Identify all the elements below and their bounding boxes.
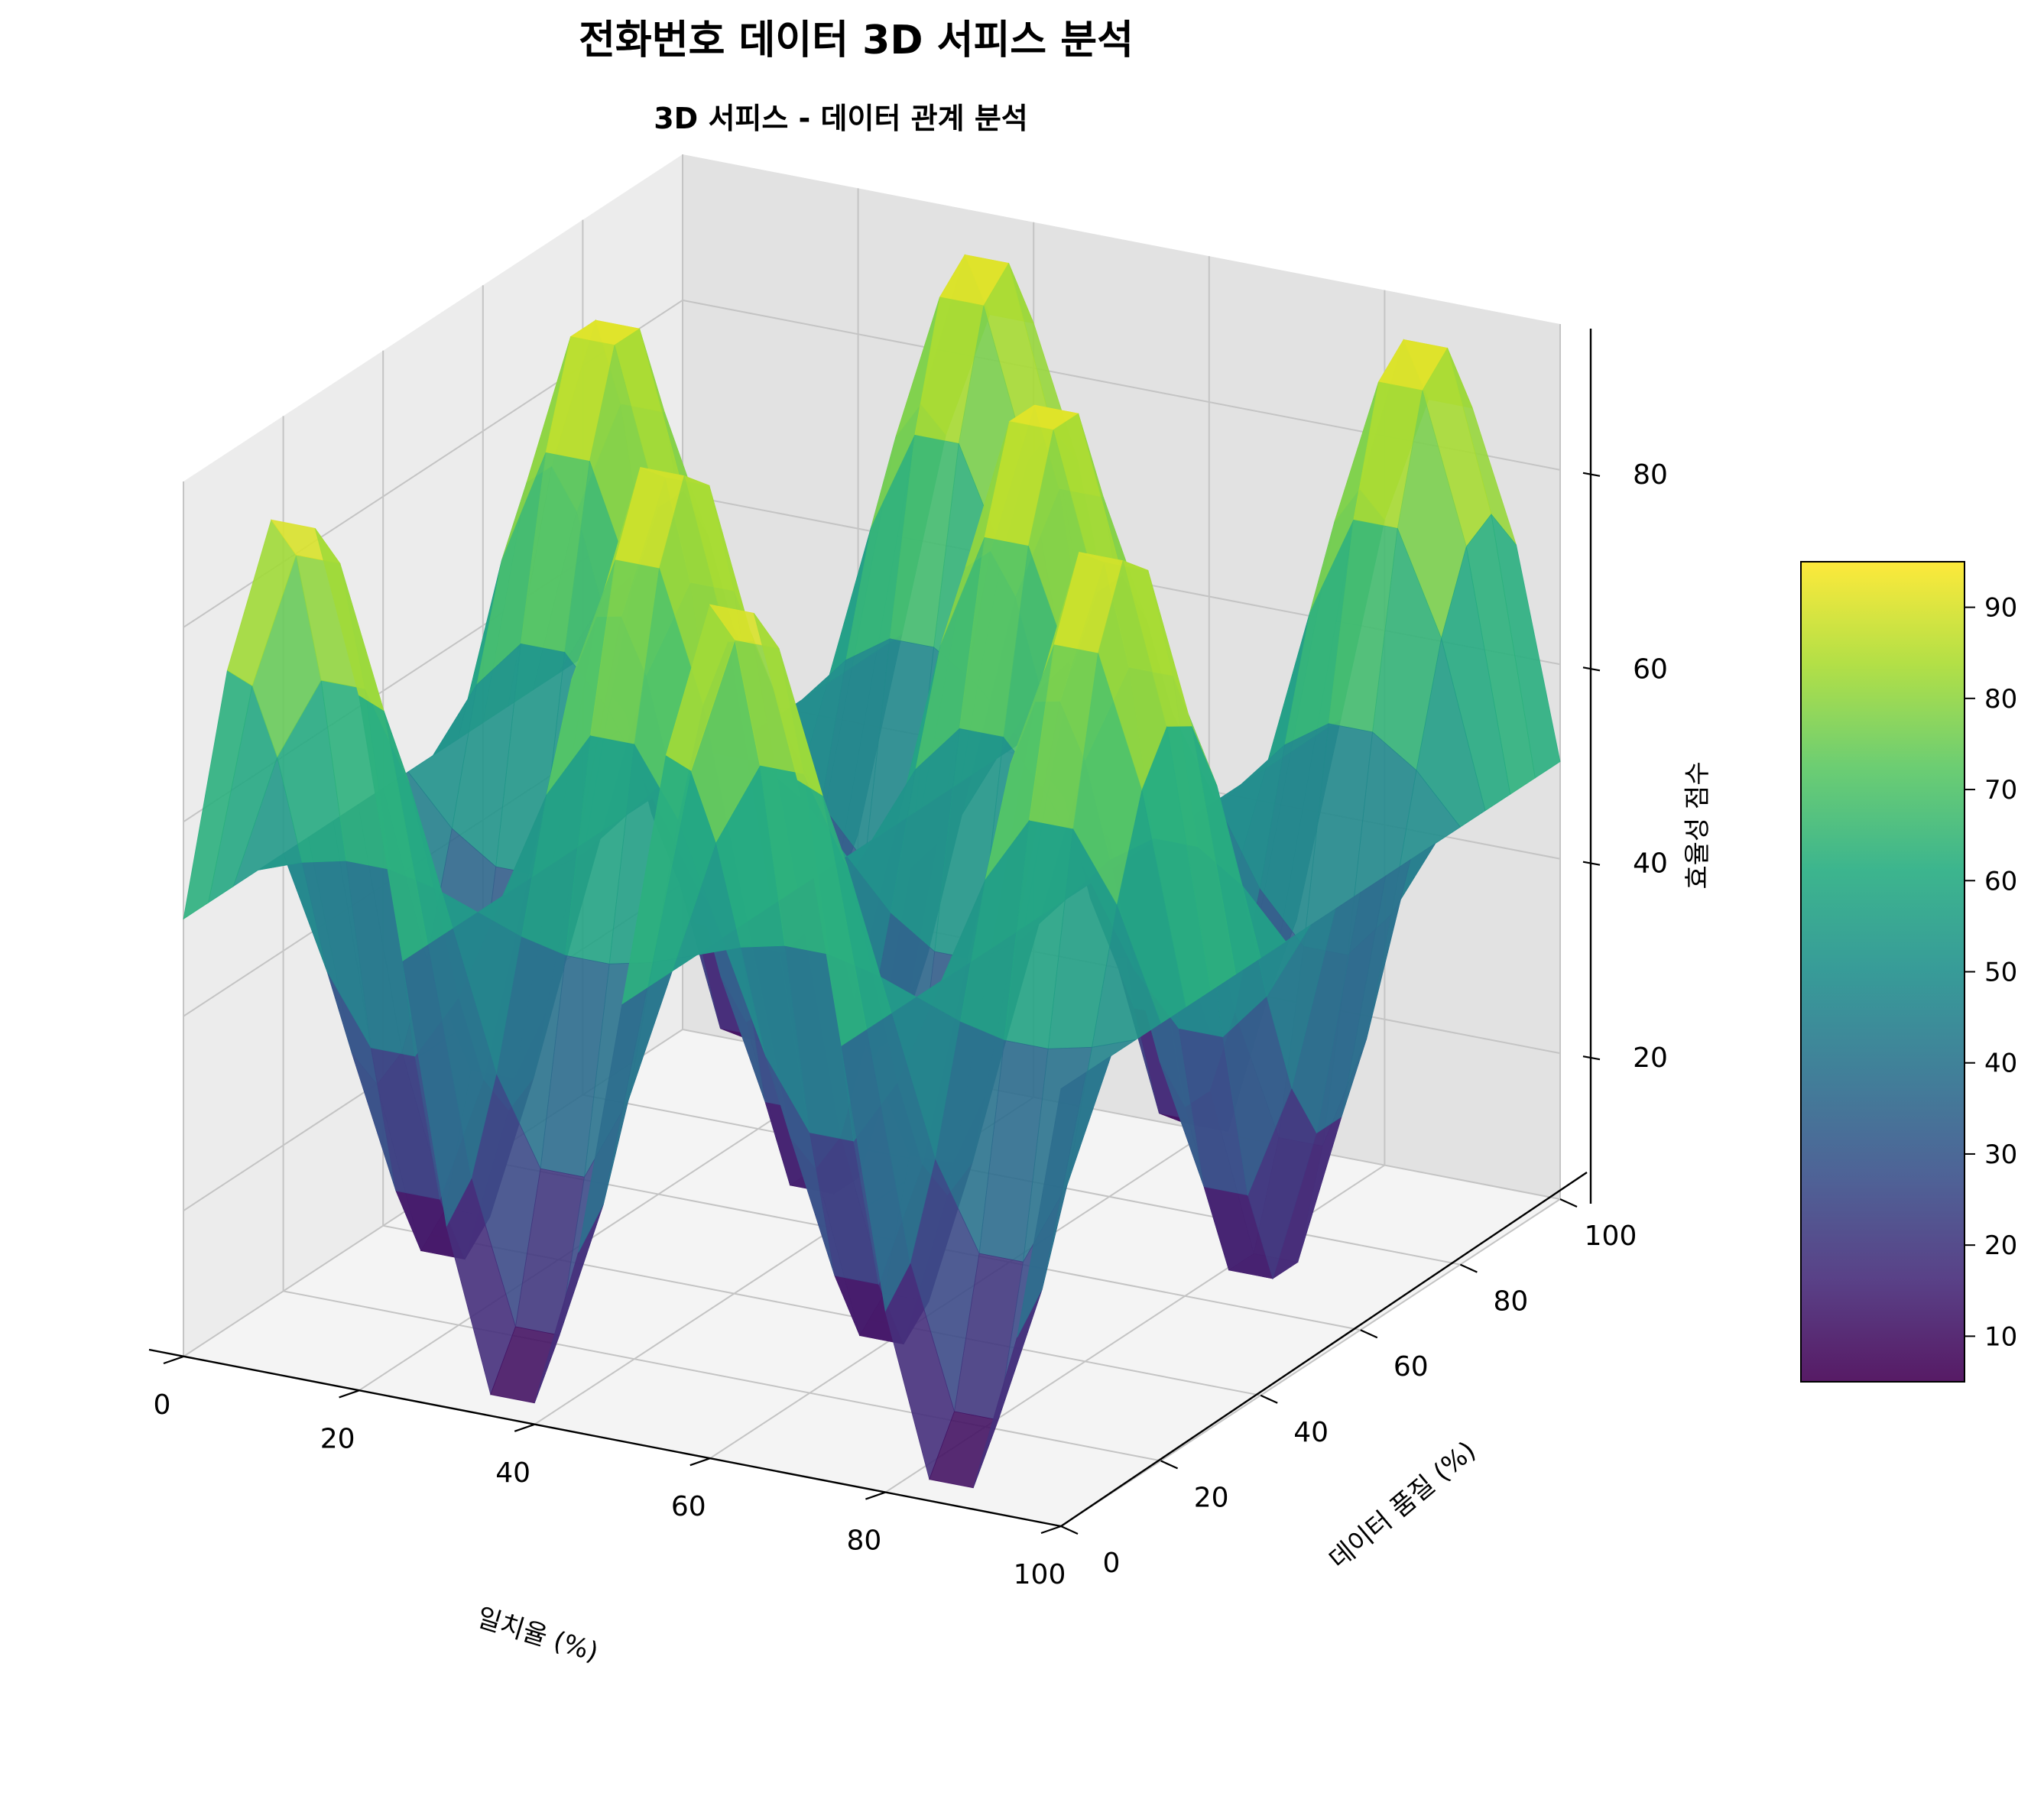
- y-tick-mark: [1459, 1263, 1478, 1273]
- y-tick-label: 80: [1493, 1286, 1528, 1318]
- x-tick-label: 60: [671, 1491, 706, 1522]
- x-tick-label: 80: [846, 1525, 881, 1557]
- y-tick-mark: [1559, 1198, 1578, 1208]
- y-tick-mark: [1260, 1394, 1278, 1404]
- x-tick-mark: [339, 1389, 359, 1399]
- colorbar-tick-label: 90: [1984, 593, 2017, 624]
- colorbar-tick-label: 20: [1984, 1230, 2017, 1261]
- colorbar-tick-label: 30: [1984, 1140, 2017, 1170]
- x-axis-label: 일치율 (%): [473, 1602, 602, 1668]
- x-tick-label: 100: [1014, 1559, 1066, 1590]
- x-tick-mark: [163, 1355, 184, 1365]
- x-axis-line: [148, 1348, 1062, 1528]
- z-tick-label: 60: [1633, 653, 1668, 685]
- y-tick-label: 20: [1194, 1482, 1229, 1513]
- colorbar-ticks: 10 20 30 40 50 60 70 80 90: [1965, 593, 2017, 1352]
- x-tick-mark: [865, 1491, 886, 1500]
- surface-plot: [183, 254, 1561, 1489]
- x-axis-ticks: 0 20 40 60 80 100: [154, 1355, 1066, 1590]
- grid-line-y-floor: [283, 1290, 1161, 1462]
- z-tick-mark: [1582, 472, 1601, 477]
- chart-subtitle: 3D 서피스 - 데이터 관계 분석: [654, 102, 1028, 135]
- y-axis-label: 데이터 품질 (%): [1323, 1435, 1481, 1575]
- x-tick-mark: [689, 1457, 711, 1467]
- z-tick-mark: [1582, 861, 1601, 866]
- y-tick-label: 60: [1393, 1351, 1429, 1383]
- colorbar: 10 20 30 40 50 60 70 80 90: [1800, 561, 2017, 1383]
- z-tick-mark: [1582, 666, 1601, 672]
- y-tick-mark: [1360, 1329, 1378, 1339]
- y-tick-mark: [1060, 1525, 1079, 1535]
- colorbar-fill: [1800, 561, 1965, 1383]
- y-axis-line: [1060, 1172, 1588, 1527]
- grid-line-x-floor: [1060, 1198, 1561, 1527]
- z-axis-label: 효율성 점수: [1682, 761, 1713, 889]
- chart-title: 전화번호 데이터 3D 서피스 분석: [579, 18, 1134, 63]
- z-tick-label: 40: [1633, 848, 1668, 880]
- z-tick-mark: [1582, 1055, 1601, 1061]
- y-tick-mark: [1160, 1460, 1179, 1470]
- y-axis-ticks: 0 20 40 60 80 100: [1060, 1198, 1637, 1579]
- z-axis-ticks: 20 40 60 80: [1582, 459, 1668, 1074]
- surface-facet: [1017, 1071, 1087, 1338]
- z-tick-label: 20: [1633, 1042, 1668, 1074]
- colorbar-tick-label: 10: [1984, 1321, 2017, 1352]
- z-tick-label: 80: [1633, 459, 1668, 491]
- colorbar-tick-label: 50: [1984, 958, 2017, 988]
- x-tick-label: 0: [154, 1389, 171, 1421]
- colorbar-tick-label: 60: [1984, 866, 2017, 896]
- colorbar-tick-label: 40: [1984, 1049, 2017, 1079]
- x-tick-label: 40: [495, 1457, 530, 1489]
- y-tick-label: 40: [1293, 1417, 1329, 1448]
- colorbar-tick-label: 70: [1984, 775, 2017, 806]
- x-tick-mark: [1040, 1525, 1062, 1535]
- x-tick-label: 20: [320, 1423, 355, 1454]
- y-tick-label: 100: [1585, 1221, 1637, 1252]
- x-tick-mark: [514, 1423, 535, 1432]
- colorbar-tick-label: 80: [1984, 684, 2017, 715]
- y-tick-label: 0: [1103, 1548, 1121, 1579]
